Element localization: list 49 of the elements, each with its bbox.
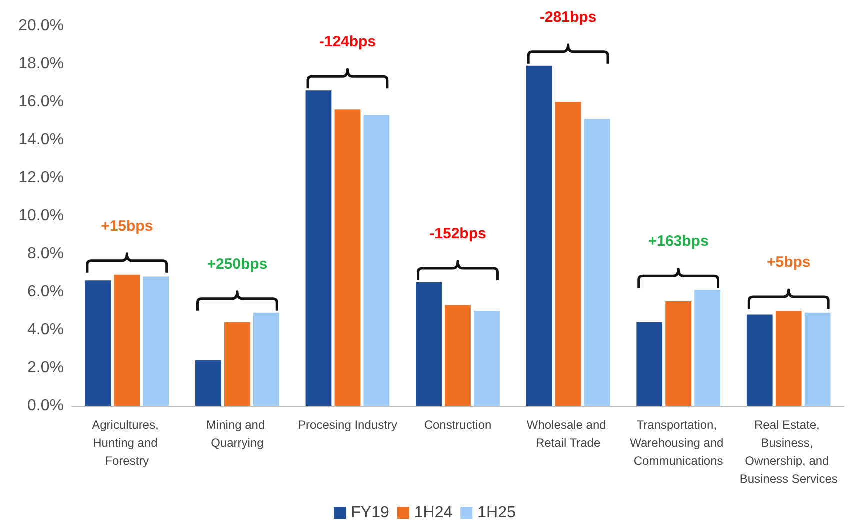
y-tick-label: 0.0%: [28, 398, 64, 414]
x-tick-label: Agricultures, Hunting and Forestry: [92, 418, 162, 468]
x-tick-label: Construction: [424, 418, 492, 432]
bar: [143, 276, 170, 406]
y-tick-label: 18.0%: [18, 56, 64, 72]
x-tick-label: Wholesale and Retail Trade: [526, 418, 610, 450]
bar: [526, 66, 552, 406]
text: -281bps: [540, 8, 597, 26]
annotation: +5bps: [766, 254, 811, 271]
bar: [85, 280, 112, 406]
x-tick-label: Procesing Industry: [298, 418, 398, 432]
bar: [224, 322, 250, 406]
bar: [445, 305, 471, 406]
bar: [694, 290, 720, 406]
y-tick-label: 8.0%: [28, 246, 64, 262]
y-tick-label: 16.0%: [18, 94, 64, 110]
x-tick-label: Mining and Quarrying: [206, 418, 268, 450]
y-tick-label: 14.0%: [18, 132, 64, 148]
bar: [416, 282, 442, 406]
bar: [746, 314, 773, 406]
bar: [804, 312, 831, 406]
x-tick-label: Transportation, Warehousing and Communications: [630, 418, 728, 468]
bar: [555, 102, 582, 406]
y-tick-label: 6.0%: [28, 284, 64, 300]
bar: [334, 110, 361, 406]
legend-label: 1H24: [414, 504, 453, 522]
legend-label: 1H25: [478, 504, 516, 522]
bar: [636, 322, 663, 406]
bar: [253, 312, 280, 406]
annotation: +250bps: [207, 256, 268, 273]
y-tick-label: 12.0%: [18, 170, 64, 186]
bar: [196, 360, 222, 406]
y-tick-label: 10.0%: [18, 208, 64, 224]
y-tick-label: 4.0%: [28, 322, 64, 338]
y-tick-label: 2.0%: [28, 360, 64, 376]
y-tick-label: 20.0%: [18, 18, 64, 34]
bar: [666, 302, 692, 406]
bar: [584, 119, 610, 406]
annotation: -152bps: [430, 226, 486, 242]
annotation: +163bps: [648, 233, 709, 250]
legend-label: FY19: [351, 504, 390, 522]
annotation: -124bps: [319, 34, 376, 51]
bar: [364, 115, 390, 406]
bar: [306, 90, 332, 406]
annotation: +15bps: [101, 218, 154, 235]
bar: [474, 311, 500, 406]
bar: [114, 274, 140, 406]
x-tick-label: Real Estate, Business, Ownership, and Business Services: [740, 418, 838, 486]
bar: [776, 311, 802, 406]
